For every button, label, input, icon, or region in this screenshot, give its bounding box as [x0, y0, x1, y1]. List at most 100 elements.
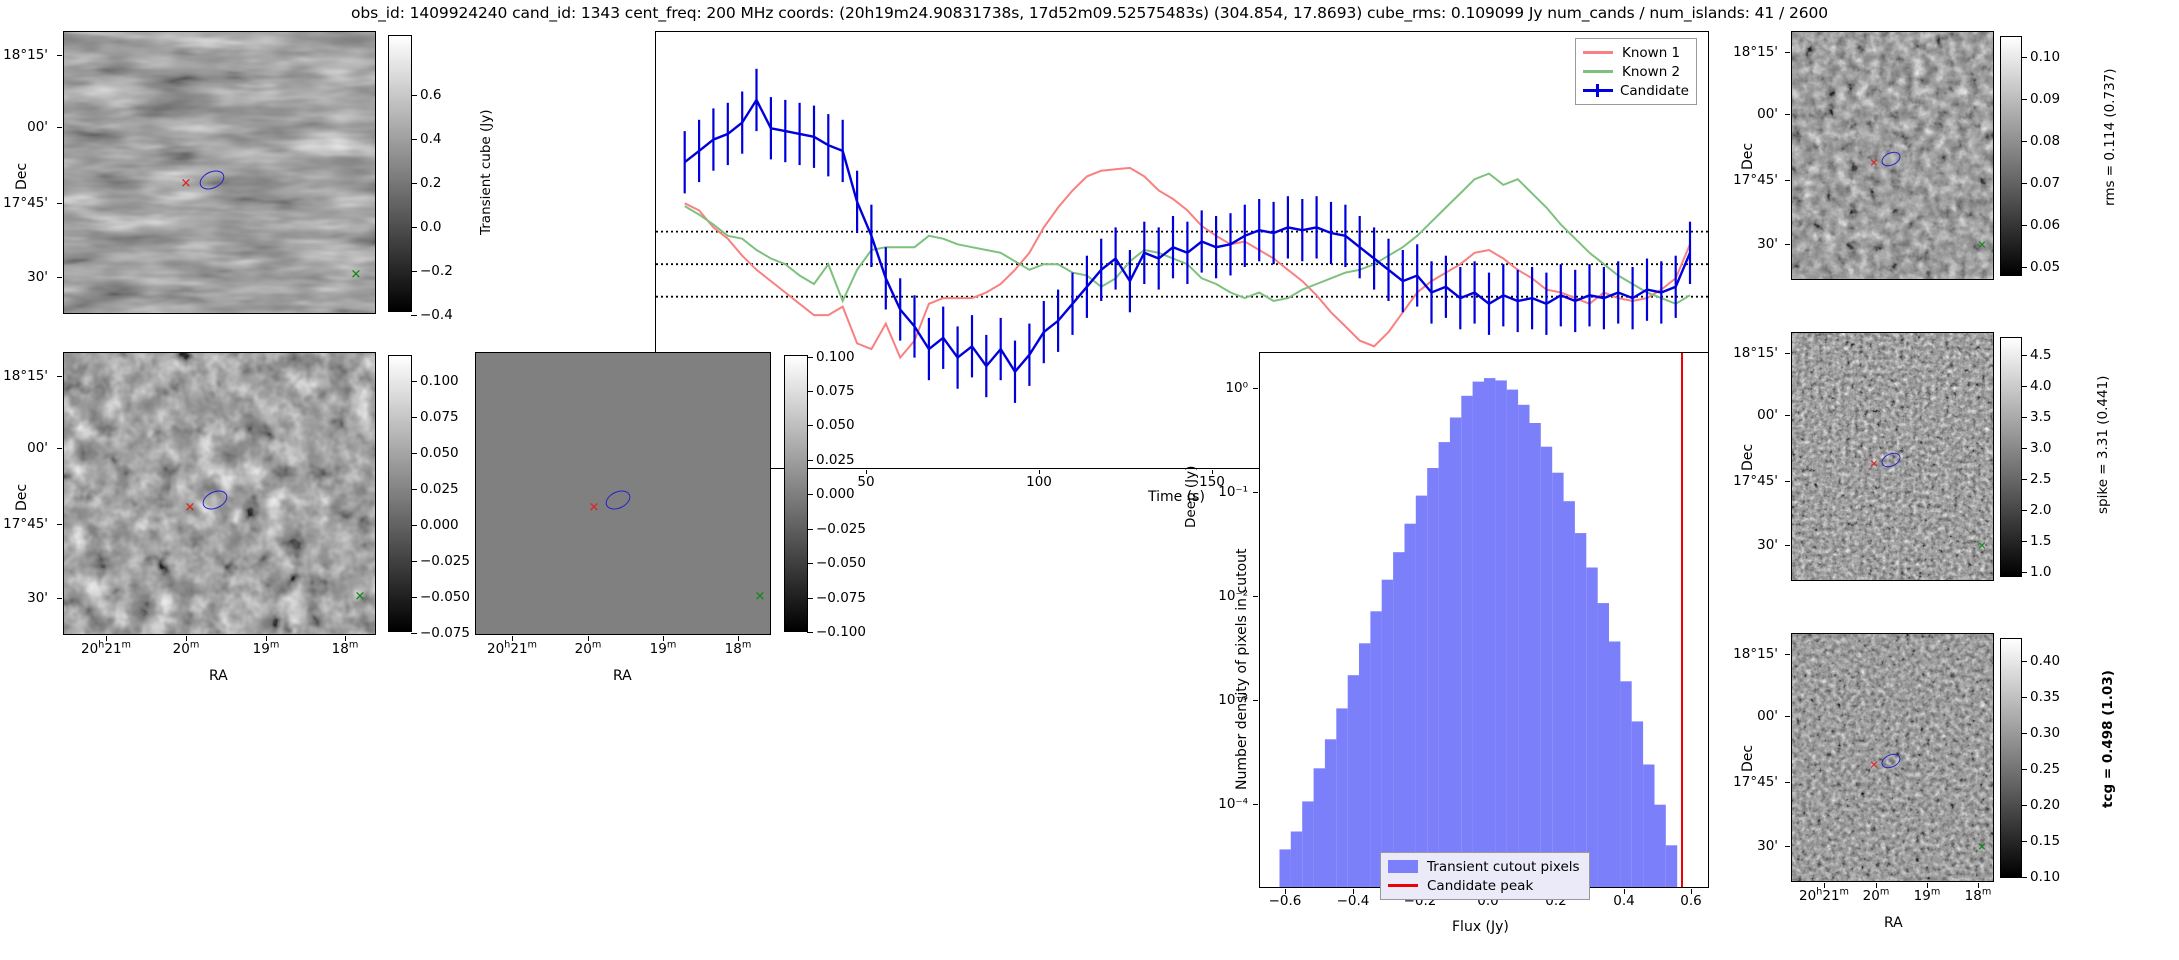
rms-ylabel: Dec	[1740, 142, 1756, 170]
deep-colorbar-title: Deep (Jy)	[1183, 465, 1199, 528]
green-x-marker: ✕	[354, 589, 366, 605]
green-x-marker: ✕	[1977, 539, 1987, 553]
cb-tick-label: −0.075	[420, 625, 470, 641]
spike-noise	[1792, 333, 1993, 580]
legend-label: Candidate	[1619, 82, 1689, 99]
axis-tick	[1927, 883, 1928, 888]
gleam-xtick-0: 20h21m	[80, 639, 132, 657]
red-x-marker: ✕	[1869, 758, 1879, 772]
cb-tick-label: 0.09	[2030, 91, 2061, 107]
flux-histogram-plot[interactable]	[1259, 352, 1709, 888]
red-x-marker: ✕	[180, 176, 192, 192]
axis-tick	[866, 470, 867, 474]
gleam-ytick-2: 17°45'	[3, 516, 48, 532]
axis-tick	[57, 376, 62, 377]
gleam-xtick-3: 18m	[331, 639, 359, 657]
legend-row: Candidate	[1583, 81, 1689, 100]
source-ellipse	[602, 486, 634, 514]
axis-tick	[1353, 889, 1354, 894]
cb-tick-label: −0.4	[420, 307, 453, 323]
green-x-marker: ✕	[754, 589, 766, 605]
green-x-marker: ✕	[350, 267, 362, 283]
green-x-marker: ✕	[1977, 238, 1987, 252]
gleam-xlabel: RA	[209, 668, 228, 684]
cb-tick-label: 0.0	[420, 219, 442, 235]
hist-xtick-6: 0.6	[1680, 893, 1702, 909]
histogram-ylabel: Number density of pixels in cutout	[1234, 548, 1250, 791]
spike-ytick-1: 00'	[1757, 407, 1778, 423]
cb-tick-label: 0.075	[816, 383, 855, 399]
axis-tick	[1876, 883, 1877, 888]
transient-cube-noise	[64, 32, 375, 313]
gleam-ytick-0: 18°15'	[3, 368, 48, 384]
cb-tick-label: 0.100	[816, 349, 855, 365]
cb-tick-label: 1.5	[2030, 533, 2052, 549]
green-x-marker: ✕	[1977, 840, 1987, 854]
deep-xtick-0: 20h21m	[486, 639, 538, 657]
deep-image-panel[interactable]: ✕ ✕	[475, 352, 771, 635]
cb-tick-label: −0.025	[420, 553, 470, 569]
cb-tick-label: 0.025	[420, 481, 459, 497]
rms-ytick-2: 17°45'	[1733, 172, 1778, 188]
axis-tick	[57, 55, 62, 56]
tcg-xtick-3: 18m	[1964, 886, 1992, 904]
spike-image-panel[interactable]: ✕ ✕	[1791, 332, 1994, 581]
cb-tick-label: 0.30	[2030, 725, 2061, 741]
gleam-noise	[64, 353, 375, 634]
rms-colorbar: 0.10 0.09 0.08 0.07 0.06 0.05	[2000, 36, 2060, 276]
axis-tick	[1253, 388, 1258, 389]
axis-tick	[1785, 654, 1790, 655]
legend-row: Candidate peak	[1388, 876, 1582, 895]
tcg-colorbar-title: tcg = 0.498 (1.03)	[2100, 670, 2116, 808]
gleam-colorbar: 0.100 0.075 0.050 0.025 0.000 −0.025 −0.…	[388, 355, 470, 641]
axis-tick	[1785, 415, 1790, 416]
cb-tick-label: 3.5	[2030, 409, 2052, 425]
cb-tick-label: 0.2	[420, 175, 442, 191]
axis-tick	[57, 598, 62, 599]
tcg-ylabel: Dec	[1740, 744, 1756, 772]
cb-tick-label: −0.075	[816, 590, 866, 606]
spike-colorbar-title: spike = 3.31 (0.441)	[2095, 375, 2111, 514]
candidate-peak-swatch	[1388, 884, 1418, 887]
legend-row: Transient cutout pixels	[1388, 857, 1582, 876]
deep-xtick-3: 18m	[724, 639, 752, 657]
transient-pixels-swatch	[1388, 860, 1418, 873]
axis-tick	[1785, 481, 1790, 482]
rms-image-panel[interactable]: ✕ ✕	[1791, 31, 1994, 280]
hist-ytick-2: 10⁻²	[1218, 588, 1248, 604]
page-title: obs_id: 1409924240 cand_id: 1343 cent_fr…	[351, 4, 1828, 22]
cb-tick-label: 1.0	[2030, 564, 2052, 580]
cb-tick-label: 0.25	[2030, 761, 2061, 777]
axis-tick	[1039, 470, 1040, 474]
cb-tick-label: 0.08	[2030, 133, 2061, 149]
cb-tick-label: 0.06	[2030, 217, 2061, 233]
cb-tick-label: 0.025	[816, 452, 855, 468]
axis-tick	[1785, 716, 1790, 717]
cb-tick-label: 0.000	[420, 517, 459, 533]
cb-tick-label: −0.050	[420, 589, 470, 605]
hist-xtick-1: −0.4	[1336, 893, 1370, 909]
legend-label: Transient cutout pixels	[1427, 858, 1580, 875]
gleam-xtick-1: 20m	[172, 639, 200, 657]
axis-tick	[57, 524, 62, 525]
lc-xtick-2: 100	[1026, 474, 1052, 490]
cb-tick-label: 3.0	[2030, 440, 2052, 456]
cb-tick-label: −0.100	[816, 624, 866, 640]
axis-tick	[57, 203, 62, 204]
axis-tick	[1785, 782, 1790, 783]
tcg-ytick-3: 30'	[1757, 838, 1778, 854]
cb-tick-label: 0.10	[2030, 869, 2061, 885]
transient-cube-ytick-3: 30'	[27, 269, 48, 285]
gleam-xtick-2: 19m	[252, 639, 280, 657]
transient-cube-image-panel[interactable]: ✕ ✕	[63, 31, 376, 314]
tcg-image-panel[interactable]: ✕ ✕	[1791, 633, 1994, 882]
tcg-noise	[1792, 634, 1993, 881]
axis-tick	[1978, 883, 1979, 888]
cb-tick-label: 0.07	[2030, 175, 2061, 191]
cb-tick-label: 0.20	[2030, 797, 2061, 813]
gleam-image-panel[interactable]: ✕ ✕	[63, 352, 376, 635]
rms-colorbar-title: rms = 0.114 (0.737)	[2102, 68, 2118, 206]
spike-ytick-2: 17°45'	[1733, 473, 1778, 489]
deep-colorbar: 0.100 0.075 0.050 0.025 0.000 −0.025 −0.…	[784, 349, 866, 640]
axis-tick	[1785, 244, 1790, 245]
